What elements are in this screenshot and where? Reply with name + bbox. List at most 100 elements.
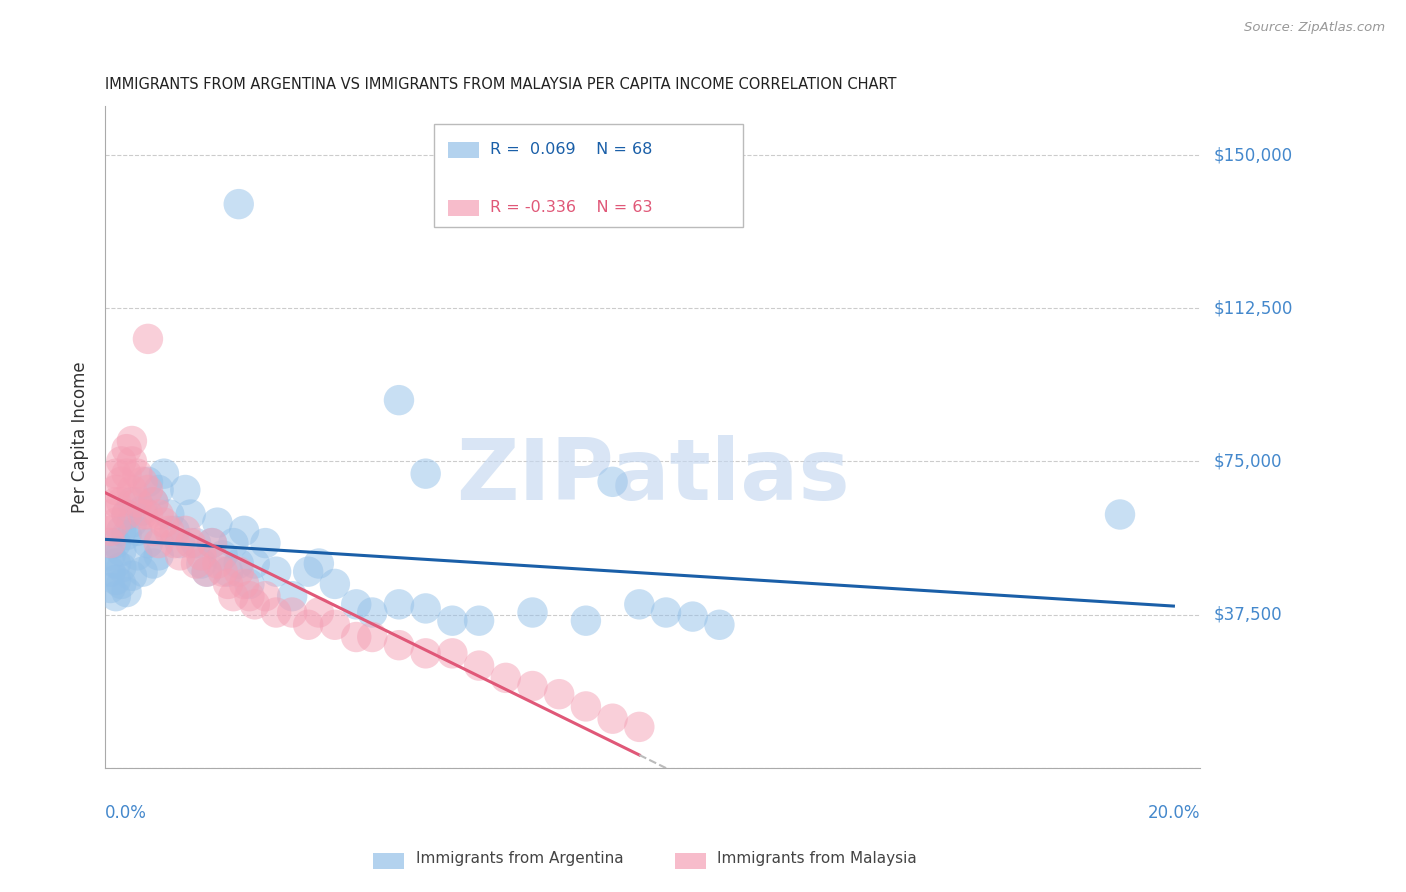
Point [281, 606, 304, 620]
Point [254, 589, 277, 603]
Point [153, 516, 176, 530]
Point [211, 565, 233, 579]
Point [602, 475, 624, 489]
Point [254, 536, 277, 550]
Point [297, 617, 319, 632]
Point [142, 495, 165, 509]
Point [148, 508, 170, 522]
Point [264, 565, 287, 579]
Text: Source: ZipAtlas.com: Source: ZipAtlas.com [1244, 21, 1385, 34]
Point [243, 557, 266, 571]
Point [195, 565, 218, 579]
Point [323, 577, 346, 591]
Point [548, 687, 571, 701]
Text: R =  0.069    N = 68: R = 0.069 N = 68 [489, 143, 652, 157]
Point [121, 568, 143, 582]
Point [104, 516, 127, 530]
Point [157, 508, 180, 522]
Text: 0.0%: 0.0% [105, 804, 148, 822]
Point [121, 483, 143, 497]
Point [388, 638, 411, 652]
Text: ZIPatlas: ZIPatlas [456, 435, 849, 518]
Point [323, 617, 346, 632]
Point [121, 495, 143, 509]
Point [104, 467, 127, 481]
Point [264, 606, 287, 620]
Point [127, 495, 149, 509]
Point [148, 483, 170, 497]
Point [136, 536, 159, 550]
Point [121, 434, 143, 448]
Point [110, 495, 132, 509]
Point [184, 557, 207, 571]
Point [121, 454, 143, 468]
Point [308, 606, 330, 620]
Point [131, 508, 153, 522]
Point [233, 577, 256, 591]
Point [344, 598, 367, 612]
Point [136, 483, 159, 497]
Point [207, 516, 229, 530]
Point [361, 630, 384, 644]
Point [495, 671, 517, 685]
Point [169, 549, 191, 563]
Point [243, 598, 266, 612]
Point [522, 606, 544, 620]
Point [110, 524, 132, 538]
Point [217, 565, 239, 579]
Text: 20.0%: 20.0% [1147, 804, 1201, 822]
Point [136, 332, 159, 346]
Point [115, 508, 138, 522]
Y-axis label: Per Capita Income: Per Capita Income [72, 361, 89, 513]
Point [522, 679, 544, 693]
Point [180, 536, 202, 550]
Point [201, 536, 224, 550]
Point [104, 557, 127, 571]
Point [1109, 508, 1132, 522]
Point [127, 549, 149, 563]
Point [121, 516, 143, 530]
Point [228, 197, 250, 211]
Point [201, 536, 224, 550]
Point [388, 598, 411, 612]
Point [153, 467, 176, 481]
Point [163, 524, 186, 538]
Point [238, 577, 260, 591]
Point [127, 524, 149, 538]
Point [228, 557, 250, 571]
Text: $75,000: $75,000 [1213, 452, 1282, 470]
Point [628, 598, 651, 612]
Point [100, 536, 122, 550]
Point [131, 565, 153, 579]
Point [468, 658, 491, 673]
Text: Immigrants from Malaysia: Immigrants from Malaysia [717, 852, 917, 866]
Point [222, 589, 245, 603]
Point [115, 508, 138, 522]
Point [104, 573, 127, 587]
Point [190, 557, 212, 571]
Point [110, 560, 132, 574]
Point [344, 630, 367, 644]
Point [104, 536, 127, 550]
Point [238, 589, 260, 603]
Point [136, 508, 159, 522]
Point [211, 549, 233, 563]
Point [142, 524, 165, 538]
Point [628, 720, 651, 734]
Point [115, 528, 138, 542]
Point [100, 565, 122, 579]
Point [655, 606, 678, 620]
Point [104, 483, 127, 497]
Point [602, 712, 624, 726]
Point [575, 699, 598, 714]
Point [110, 577, 132, 591]
Text: R = -0.336    N = 63: R = -0.336 N = 63 [489, 201, 652, 215]
Point [100, 508, 122, 522]
Text: $150,000: $150,000 [1213, 146, 1292, 164]
Text: IMMIGRANTS FROM ARGENTINA VS IMMIGRANTS FROM MALAYSIA PER CAPITA INCOME CORRELAT: IMMIGRANTS FROM ARGENTINA VS IMMIGRANTS … [105, 78, 897, 93]
Point [174, 483, 197, 497]
Text: $112,500: $112,500 [1213, 299, 1292, 318]
Point [281, 589, 304, 603]
Point [415, 646, 437, 660]
Point [195, 565, 218, 579]
